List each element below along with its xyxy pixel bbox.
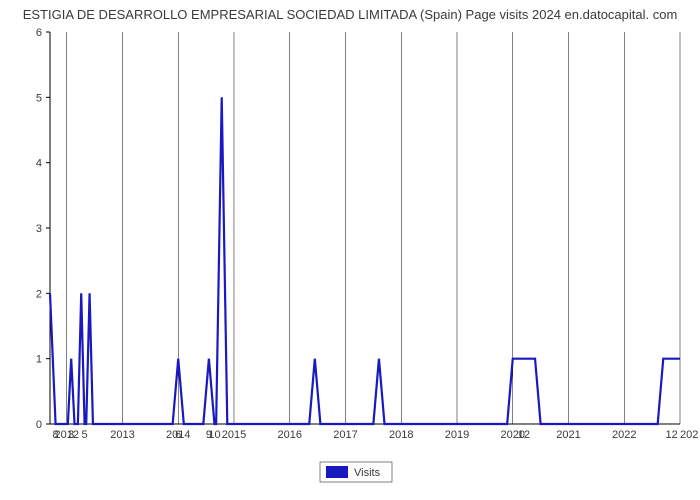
data-point-label: 12 bbox=[666, 429, 678, 441]
y-tick-label: 2 bbox=[36, 288, 42, 300]
legend-label: Visits bbox=[354, 467, 381, 479]
y-tick-label: 3 bbox=[36, 223, 42, 235]
x-tick-label: 2018 bbox=[389, 429, 413, 441]
x-tick-label: 2015 bbox=[222, 429, 246, 441]
x-tick-label: 2021 bbox=[556, 429, 580, 441]
x-tick-label: 2013 bbox=[110, 429, 134, 441]
legend-swatch bbox=[326, 466, 348, 478]
data-point-label: 6 bbox=[175, 429, 181, 441]
data-point-label: 12 bbox=[518, 429, 530, 441]
x-tick-label: 2019 bbox=[445, 429, 469, 441]
y-tick-label: 4 bbox=[36, 157, 42, 169]
data-point-label: 8 bbox=[53, 429, 59, 441]
data-point-label: 10 bbox=[208, 429, 220, 441]
x-tick-label: 2022 bbox=[612, 429, 636, 441]
y-tick-label: 1 bbox=[36, 353, 42, 365]
series-line-visits bbox=[50, 97, 680, 424]
chart-svg: 2012201320142015201620172018201920202021… bbox=[0, 24, 700, 484]
y-tick-label: 6 bbox=[36, 27, 42, 39]
y-tick-label: 0 bbox=[36, 419, 42, 431]
x-tick-label: 2017 bbox=[333, 429, 357, 441]
data-point-label: 5 bbox=[82, 429, 88, 441]
x-tick-label-partial: 202 bbox=[680, 429, 698, 441]
chart-title: ESTIGIA DE DESARROLLO EMPRESARIAL SOCIED… bbox=[0, 0, 700, 24]
data-point-label: 3 bbox=[68, 429, 74, 441]
chart-container: ESTIGIA DE DESARROLLO EMPRESARIAL SOCIED… bbox=[0, 0, 700, 500]
x-tick-label: 2016 bbox=[277, 429, 301, 441]
y-tick-label: 5 bbox=[36, 92, 42, 104]
